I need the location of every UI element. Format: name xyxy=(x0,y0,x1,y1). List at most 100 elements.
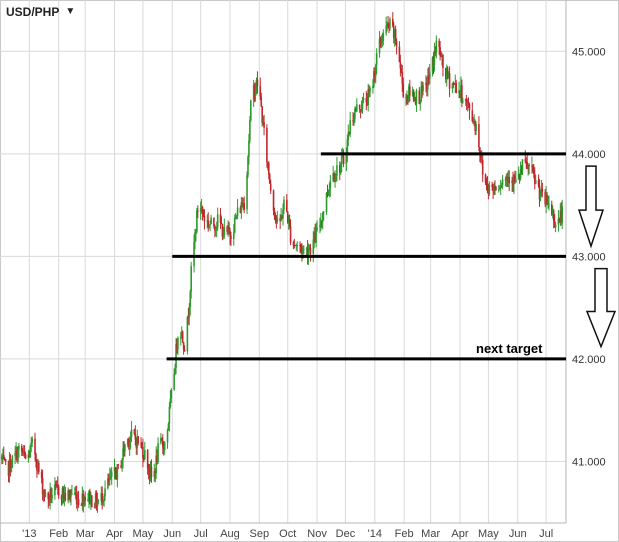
candle xyxy=(55,480,57,490)
candle xyxy=(531,156,533,174)
candle xyxy=(29,444,32,459)
candle xyxy=(321,219,323,229)
candle xyxy=(336,156,338,182)
candle xyxy=(249,116,251,144)
candle xyxy=(525,157,528,169)
candle xyxy=(216,207,219,231)
candle xyxy=(533,167,536,190)
candle xyxy=(226,225,228,235)
candle xyxy=(392,21,395,44)
candle xyxy=(393,28,396,47)
candle xyxy=(84,491,86,507)
candle xyxy=(221,223,224,241)
candle xyxy=(280,207,282,222)
candle xyxy=(229,227,231,245)
candle xyxy=(475,121,477,135)
candle xyxy=(143,454,145,463)
candle xyxy=(54,477,56,500)
candle xyxy=(413,92,416,102)
candle xyxy=(387,15,389,29)
candle xyxy=(100,486,103,506)
candle xyxy=(166,428,169,449)
candle xyxy=(227,220,229,237)
candle xyxy=(378,31,381,58)
x-tick-label: Mar xyxy=(421,528,440,540)
candles xyxy=(1,12,564,513)
candle xyxy=(161,437,163,441)
candle xyxy=(36,459,38,478)
candle xyxy=(309,243,312,262)
candle xyxy=(109,468,112,480)
candle xyxy=(286,211,289,224)
candle xyxy=(544,188,546,207)
candle xyxy=(442,54,444,77)
candle xyxy=(128,436,131,456)
candle xyxy=(203,209,206,230)
candle xyxy=(108,467,111,487)
candle xyxy=(349,111,352,138)
candle xyxy=(427,68,429,97)
candle xyxy=(398,41,401,63)
candle xyxy=(361,96,364,114)
candle xyxy=(358,104,361,113)
candle xyxy=(195,228,197,242)
candle xyxy=(35,452,37,468)
candle xyxy=(199,201,202,220)
candle xyxy=(43,489,46,502)
candle xyxy=(228,222,230,235)
candle xyxy=(473,114,475,127)
candle xyxy=(103,493,105,507)
candle xyxy=(435,35,438,59)
candle xyxy=(356,98,358,113)
y-axis-labels: 41.000 42.000 43.000 44.000 45.000 xyxy=(572,46,606,468)
candle xyxy=(288,214,291,229)
candle xyxy=(44,489,47,498)
candle xyxy=(22,445,25,457)
candle xyxy=(222,226,225,240)
x-tick-label: May xyxy=(478,528,499,540)
candle xyxy=(467,97,470,109)
candle xyxy=(30,436,33,453)
candle xyxy=(83,495,86,507)
candle xyxy=(504,176,507,187)
candle xyxy=(294,244,297,247)
candle xyxy=(500,182,503,189)
candle xyxy=(262,115,264,126)
candle xyxy=(161,434,164,455)
candle xyxy=(4,458,7,465)
candle xyxy=(21,447,24,456)
chevron-down-icon[interactable]: ▼ xyxy=(65,6,76,17)
candle xyxy=(354,106,356,123)
candle xyxy=(301,243,303,262)
candle xyxy=(214,226,217,237)
candle xyxy=(347,124,350,147)
candle xyxy=(93,502,96,509)
candle xyxy=(464,98,467,106)
candle xyxy=(374,63,377,84)
candle xyxy=(425,75,427,93)
symbol-selector[interactable]: USD/PHP ▼ xyxy=(6,5,75,19)
candle xyxy=(170,387,173,403)
candle xyxy=(163,441,166,455)
candle xyxy=(521,159,524,176)
candle xyxy=(505,173,508,188)
x-tick-label: Nov xyxy=(307,528,327,540)
candle xyxy=(292,240,295,250)
candle xyxy=(62,486,65,504)
candle xyxy=(379,36,382,48)
candle xyxy=(452,81,455,89)
candle xyxy=(513,174,515,195)
candle xyxy=(402,77,405,98)
candle xyxy=(326,184,329,198)
candle xyxy=(272,189,275,216)
candle xyxy=(252,79,255,107)
candle xyxy=(468,102,471,120)
candle xyxy=(276,210,279,224)
candle xyxy=(75,485,78,509)
candle xyxy=(547,195,549,209)
x-tick-label: Apr xyxy=(106,528,123,540)
candle xyxy=(507,170,510,188)
candle xyxy=(8,452,11,483)
candle xyxy=(241,197,244,208)
